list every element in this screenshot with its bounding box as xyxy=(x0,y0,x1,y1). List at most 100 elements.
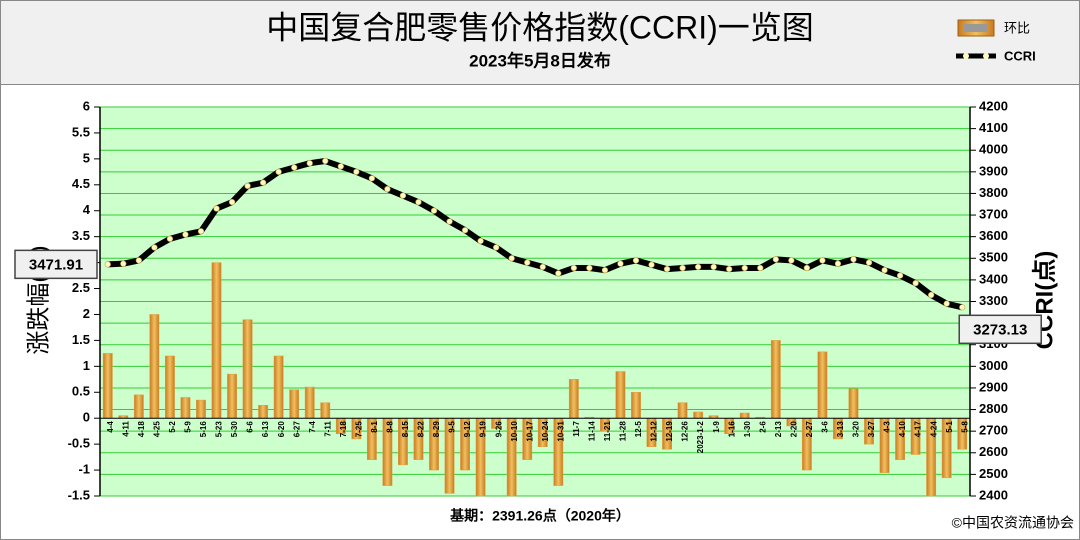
bar xyxy=(242,319,253,419)
x-tick-label: 3-6 xyxy=(821,421,830,433)
x-tick-label: 4-11 xyxy=(121,421,130,437)
y2-tick-label: 3900 xyxy=(979,163,1008,178)
y-tick-label: 4.5 xyxy=(72,176,90,191)
x-tick-label: 7-18 xyxy=(339,421,348,438)
x-tick-label: 4-25 xyxy=(152,421,161,438)
x-tick-label: 6-6 xyxy=(246,421,255,433)
legend-label: 环比 xyxy=(1004,20,1030,35)
bar xyxy=(289,389,300,419)
y-tick-label: 6 xyxy=(83,98,90,113)
ccri-point xyxy=(772,256,779,263)
bar xyxy=(196,399,206,419)
legend-swatch-inner xyxy=(964,24,988,32)
bar xyxy=(677,402,688,419)
callout-box xyxy=(14,249,98,280)
x-tick-label: 4-17 xyxy=(914,421,923,438)
ccri-point xyxy=(260,179,267,186)
ccri-point xyxy=(306,160,313,167)
y2-tick-label: 4000 xyxy=(979,142,1008,157)
ccri-point xyxy=(244,182,251,189)
bar xyxy=(165,355,175,419)
bar xyxy=(258,404,269,419)
ccri-point xyxy=(632,257,640,264)
y2-tick-label: 3800 xyxy=(979,185,1008,200)
x-tick-label: 12-26 xyxy=(681,421,690,442)
y2-tick-label: 4100 xyxy=(979,120,1008,135)
bar xyxy=(739,412,750,419)
ccri-point xyxy=(896,272,904,279)
ccri-point xyxy=(695,263,702,271)
bar xyxy=(211,262,222,419)
bar xyxy=(102,353,113,419)
legend-dot xyxy=(963,53,969,59)
bar xyxy=(568,379,579,419)
bar xyxy=(770,340,781,419)
x-tick-label: 6-27 xyxy=(292,421,301,438)
source: ©中国农资流通协会 xyxy=(952,515,1074,531)
ccri-point xyxy=(648,261,655,268)
y-tick-label: -1 xyxy=(78,462,90,477)
y-tick-label: 0.5 xyxy=(72,384,90,399)
ccri-point xyxy=(399,192,407,199)
x-tick-label: 9-12 xyxy=(463,421,472,438)
x-tick-label: 8-22 xyxy=(417,421,426,438)
ccri-point xyxy=(415,198,422,206)
chart-subtitle: 2023年5月8日发布 xyxy=(469,50,611,70)
x-tick-label: 9-19 xyxy=(479,421,488,438)
y2-tick-label: 3600 xyxy=(979,228,1008,243)
x-tick-label: 2023-1-2 xyxy=(696,421,705,454)
y2-tick-label: 2500 xyxy=(979,466,1008,481)
y-tick-label: 3.5 xyxy=(72,228,90,243)
x-tick-label: 2-20 xyxy=(789,421,798,438)
y-tick-label: 0 xyxy=(83,410,90,425)
y2-tick-label: 2600 xyxy=(979,444,1008,459)
y2-tick-label: 3500 xyxy=(979,250,1008,265)
x-tick-label: 6-20 xyxy=(277,421,286,438)
ccri-point xyxy=(601,267,609,274)
x-tick-label: 4-24 xyxy=(929,421,938,438)
x-tick-label: 11-21 xyxy=(603,421,612,442)
bar xyxy=(320,402,331,419)
y-tick-label: 4 xyxy=(83,202,91,217)
ccri-point xyxy=(617,260,624,267)
ccri-point xyxy=(353,168,360,175)
x-tick-label: 5-2 xyxy=(168,421,177,433)
bar xyxy=(693,411,704,419)
bar xyxy=(133,394,144,419)
x-tick-label: 11-7 xyxy=(572,421,581,437)
y2-tick-label: 2400 xyxy=(979,487,1008,502)
ccri-point xyxy=(663,265,671,273)
y-tick-label: -1.5 xyxy=(68,487,90,502)
x-tick-label: 10-10 xyxy=(510,421,519,442)
ccri-point xyxy=(322,157,329,165)
y2-tick-label: 2800 xyxy=(979,401,1008,416)
legend-dot xyxy=(983,53,989,59)
x-tick-label: 5-16 xyxy=(199,421,208,438)
bar xyxy=(227,373,237,419)
ccri-point xyxy=(120,260,127,267)
ccri-point xyxy=(384,186,391,193)
y-tick-label: 1 xyxy=(83,358,90,373)
x-tick-label: 1-30 xyxy=(743,421,752,438)
x-tick-label: 8-29 xyxy=(432,421,441,438)
ccri-point xyxy=(151,244,158,251)
data-label: 3273.13 xyxy=(973,321,1027,338)
bar xyxy=(631,392,641,419)
y2-tick-label: 3300 xyxy=(979,293,1008,308)
y2-tick-label: 3400 xyxy=(979,271,1008,286)
ccri-point xyxy=(570,264,577,272)
x-tick-label: 7-4 xyxy=(308,421,317,433)
y-tick-label: 2 xyxy=(83,306,90,321)
x-tick-label: 8-8 xyxy=(386,421,395,433)
ccri-point xyxy=(368,175,375,182)
x-tick-label: 9-5 xyxy=(448,421,457,433)
ccri-point xyxy=(291,164,298,171)
x-tick-label: 4-10 xyxy=(898,421,907,438)
x-tick-label: 11-14 xyxy=(587,421,596,442)
x-tick-label: 1-9 xyxy=(712,421,721,433)
ccri-point xyxy=(865,259,873,266)
x-tick-label: 7-25 xyxy=(354,421,363,438)
ccri-point xyxy=(710,263,717,271)
